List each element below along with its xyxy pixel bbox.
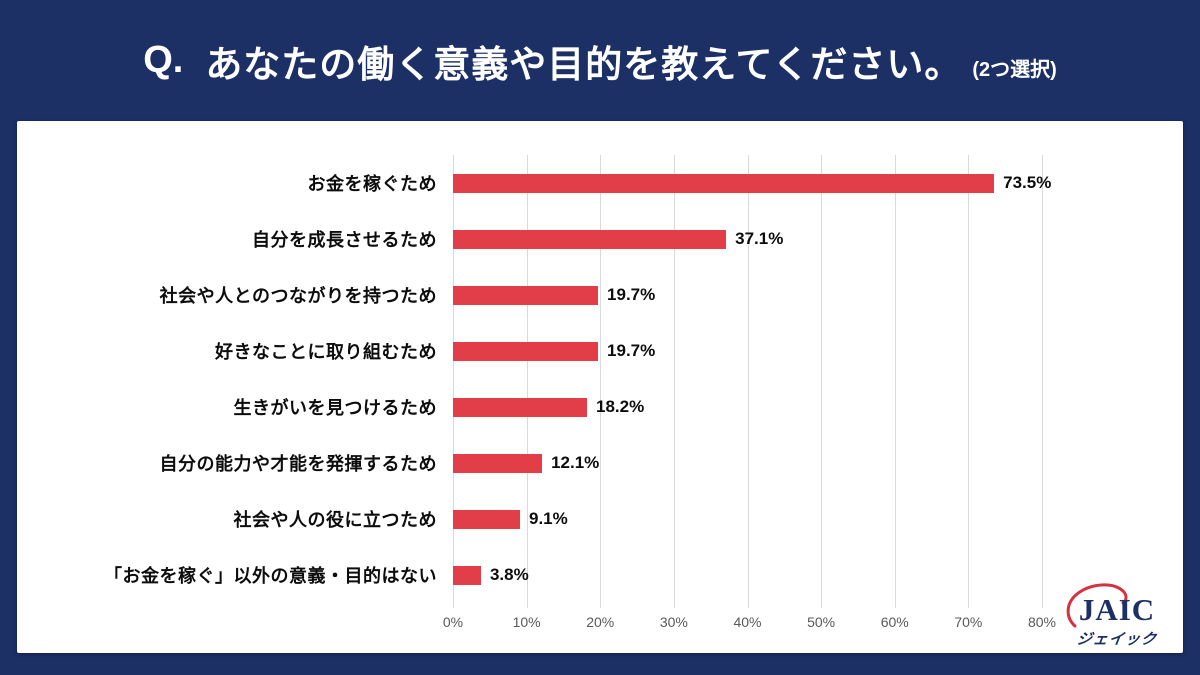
x-tick-label: 30%: [659, 614, 688, 630]
x-tick-label: 0%: [442, 614, 464, 630]
bar: [453, 453, 543, 473]
bar-area: 73.5%: [453, 173, 1051, 193]
gridline: [894, 155, 896, 608]
gridline: [1042, 155, 1043, 608]
x-tick-label: 70%: [954, 614, 983, 630]
bar-area: 19.7%: [453, 341, 1042, 361]
chart-rows: お金を稼ぐため 73.5% 自分を成長させるため 37.1% 社会や人とのつながりを持つ…: [17, 155, 1183, 603]
value-label: 73.5%: [1003, 173, 1052, 192]
value-label: 19.7%: [607, 341, 656, 360]
value-label: 18.2%: [595, 397, 645, 416]
chart-row: お金を稼ぐため 73.5%: [17, 155, 1183, 211]
chart-row: 社会や人の役に立つため 9.1%: [17, 491, 1183, 547]
logo-wordmark: JAIC: [1078, 592, 1156, 627]
category-label: 社会や人の役に立つため: [233, 510, 437, 530]
chart-card: お金を稼ぐため 73.5% 自分を成長させるため 37.1% 社会や人とのつながりを持つ…: [17, 121, 1183, 653]
category-label: 社会や人とのつながりを持つため: [159, 286, 437, 306]
chart-row: 「お金を稼ぐ」以外の意義・目的はない 3.8%: [17, 547, 1183, 603]
title-main-text: あなたの働く意義や目的を教えてください。: [205, 43, 963, 85]
gridline: [747, 155, 749, 608]
x-tick-label: 60%: [880, 614, 909, 630]
bar-chart: お金を稼ぐため 73.5% 自分を成長させるため 37.1% 社会や人とのつながりを持つ…: [17, 155, 1183, 635]
category-label: 好きなことに取り組むため: [215, 342, 437, 362]
bar-area: 12.1%: [453, 453, 1042, 473]
bar: [453, 509, 520, 529]
bar-area: 37.1%: [453, 229, 1042, 249]
title-note: (2つ選択): [972, 59, 1057, 81]
category-label: 生きがいを見つけるため: [233, 398, 437, 418]
x-axis: 0% 10% 20% 30% 40% 50% 60% 70% 80%: [443, 603, 1056, 635]
value-label: 3.8%: [489, 565, 529, 584]
slide-title: Q. あなたの働く意義や目的を教えてください。 (2つ選択): [0, 0, 1200, 121]
bar: [453, 173, 995, 193]
gridline: [600, 155, 602, 608]
bar: [453, 341, 599, 361]
category-label: 自分の能力や才能を発揮するため: [159, 454, 437, 474]
logo-katakana: ジェイック: [1075, 631, 1159, 648]
gridline: [673, 155, 675, 608]
chart-row: 生きがいを見つけるため 18.2%: [17, 379, 1183, 435]
x-tick-label: 50%: [807, 614, 836, 630]
bar-area: 9.1%: [453, 509, 1042, 529]
title-question-prefix: Q.: [143, 39, 184, 81]
chart-row: 好きなことに取り組むため 19.7%: [17, 323, 1183, 379]
bar-area: 3.8%: [453, 565, 1042, 585]
x-tick-label: 10%: [512, 614, 541, 630]
value-label: 37.1%: [735, 229, 784, 248]
chart-row: 自分の能力や才能を発揮するため 12.1%: [17, 435, 1183, 491]
bar: [453, 397, 587, 417]
chart-row: 社会や人とのつながりを持つため 19.7%: [17, 267, 1183, 323]
bar-area: 18.2%: [453, 397, 1042, 417]
x-tick-label: 80%: [1027, 614, 1057, 630]
gridline: [821, 155, 823, 608]
gridline: [453, 155, 454, 608]
value-label: 12.1%: [551, 453, 600, 472]
chart-row: 自分を成長させるため 37.1%: [17, 211, 1183, 267]
bar: [453, 285, 599, 305]
bar: [453, 565, 481, 585]
bar: [453, 229, 727, 249]
gridline: [526, 155, 528, 608]
bar-area: 19.7%: [453, 285, 1042, 305]
x-tick-label: 40%: [733, 614, 762, 630]
category-label: 自分を成長させるため: [252, 230, 437, 250]
value-label: 19.7%: [607, 285, 656, 304]
gridlines: [453, 155, 1043, 608]
value-label: 9.1%: [528, 509, 568, 528]
x-tick-label: 20%: [586, 614, 615, 630]
category-label: お金を稼ぐため: [307, 174, 437, 194]
category-label: 「お金を稼ぐ」以外の意義・目的はない: [104, 566, 437, 586]
gridline: [968, 155, 970, 608]
